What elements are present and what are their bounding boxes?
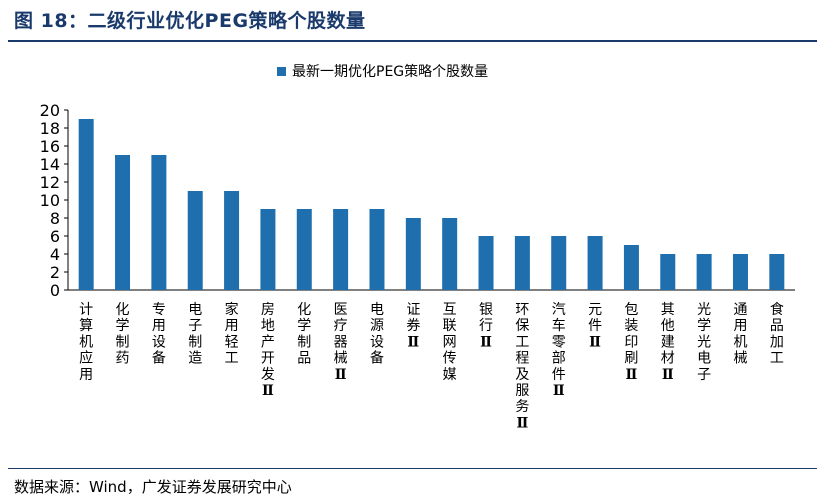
y-tick-label: 8 <box>50 209 60 228</box>
x-tick-label: 食品加工 <box>770 301 784 367</box>
legend-swatch <box>277 67 286 76</box>
x-tick-label: 电子制造 <box>188 302 202 367</box>
bar <box>369 209 385 290</box>
y-tick-label: 20 <box>40 101 60 120</box>
legend-label: 最新一期优化PEG策略个股数量 <box>292 63 488 80</box>
y-tick-label: 0 <box>50 281 60 300</box>
bar <box>187 191 203 290</box>
bar <box>478 236 494 290</box>
x-tick-label: 互联网传媒 <box>443 302 457 383</box>
x-tick-label: 环保工程及服务 Ⅱ <box>515 302 529 431</box>
x-tick-label: 房地产开发 Ⅱ <box>261 302 275 399</box>
bar <box>769 254 785 290</box>
x-tick-label: 化学制药 <box>116 302 130 367</box>
bar <box>732 254 748 290</box>
legend: 最新一期优化PEG策略个股数量 <box>277 63 488 80</box>
bar <box>514 236 530 290</box>
bar <box>151 155 167 290</box>
y-tick-label: 14 <box>40 155 60 174</box>
source-rule <box>8 468 817 469</box>
bar <box>224 191 240 290</box>
x-tick-label: 计算机应用 <box>79 302 93 383</box>
bar <box>623 245 639 290</box>
x-tick-label: 光学光电子 <box>697 302 711 383</box>
x-tick-label: 化学制品 <box>297 302 311 367</box>
y-tick-label: 2 <box>50 263 60 282</box>
source-note: 数据来源：Wind，广发证券发展研究中心 <box>14 478 292 496</box>
bar <box>333 209 349 290</box>
x-axis-labels: 计算机应用 化学制药 专用设备 电子制造 家用轻工 房地产开发 Ⅱ 化学制品 医疗器械 Ⅱ 电源设备… <box>79 301 784 431</box>
x-tick-label: 证券 Ⅱ <box>406 302 420 350</box>
x-tick-label: 医疗器械 Ⅱ <box>334 302 348 383</box>
bars <box>78 119 785 290</box>
y-tick-label: 16 <box>40 137 60 156</box>
y-tick-label: 6 <box>50 227 60 246</box>
y-tick-label: 10 <box>40 191 60 210</box>
y-tick-label: 18 <box>40 119 60 138</box>
bar <box>696 254 712 290</box>
x-tick-label: 家用轻工 <box>225 301 239 367</box>
bar <box>296 209 312 290</box>
bar <box>405 218 421 290</box>
bar <box>442 218 458 290</box>
x-tick-label: 专用设备 <box>152 302 166 367</box>
bar <box>551 236 567 290</box>
x-tick-label: 电源设备 <box>370 302 384 367</box>
bar <box>78 119 94 290</box>
title-rule <box>8 40 817 42</box>
x-tick-label: 其他建材 Ⅱ <box>661 302 675 383</box>
bar <box>115 155 131 290</box>
figure-title: 图 18：二级行业优化PEG策略个股数量 <box>14 10 366 32</box>
x-tick-label: 通用机械 <box>733 302 747 367</box>
y-tick-label: 4 <box>50 245 60 264</box>
x-tick-label: 汽车零部件 Ⅱ <box>552 302 566 399</box>
x-tick-label: 元件 Ⅱ <box>588 302 602 350</box>
y-tick-label: 12 <box>40 173 60 192</box>
bar <box>260 209 276 290</box>
x-tick-label: 包装印刷 Ⅱ <box>624 302 638 383</box>
bar <box>660 254 676 290</box>
x-tick-label: 银行 Ⅱ <box>479 302 493 350</box>
bar <box>587 236 603 290</box>
